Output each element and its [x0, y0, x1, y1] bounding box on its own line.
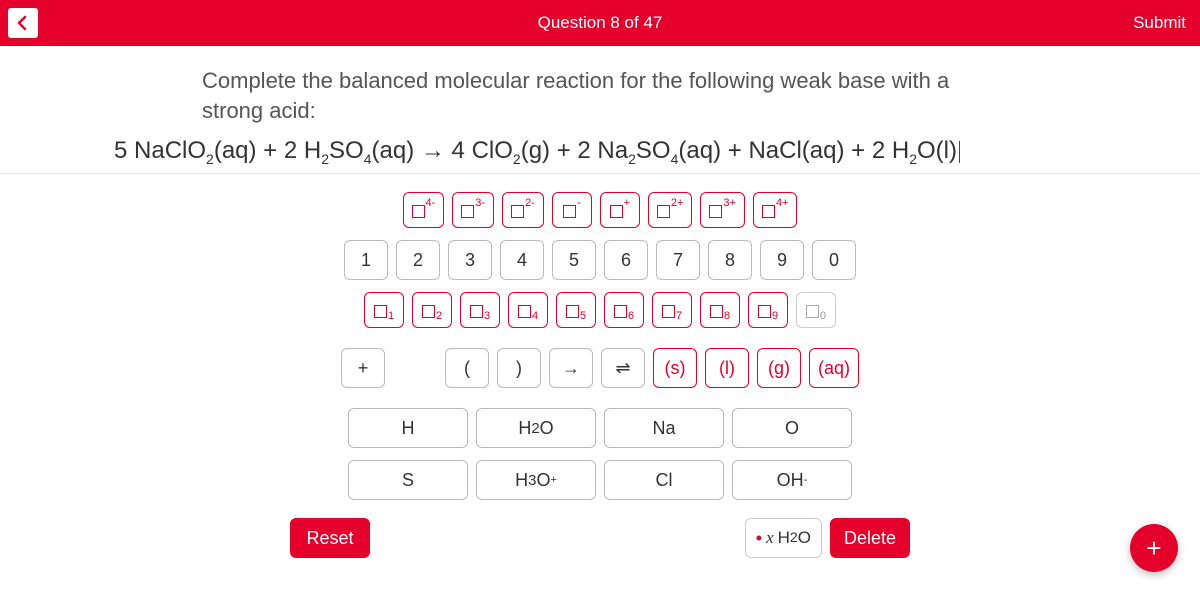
- elem-OH[interactable]: OH-: [732, 460, 852, 500]
- delete-button[interactable]: Delete: [830, 518, 910, 558]
- op-rparen[interactable]: ): [497, 348, 541, 388]
- row-digits: 1 2 3 4 5 6 7 8 9 0: [344, 240, 856, 280]
- row-subscripts: 1 2 3 4 5 6 7 8 9 0: [364, 292, 836, 328]
- sub-7[interactable]: 7: [652, 292, 692, 328]
- state-l[interactable]: (l): [705, 348, 749, 388]
- sub-3[interactable]: 3: [460, 292, 500, 328]
- state-g[interactable]: (g): [757, 348, 801, 388]
- row-elements-2: S H3O+ Cl OH-: [348, 460, 852, 500]
- elem-O[interactable]: O: [732, 408, 852, 448]
- reset-button[interactable]: Reset: [290, 518, 370, 558]
- sub-4[interactable]: 4: [508, 292, 548, 328]
- elem-S[interactable]: S: [348, 460, 468, 500]
- op-arrow[interactable]: →: [549, 348, 593, 388]
- status-display: • x H2O: [745, 518, 822, 558]
- chevron-left-icon: [15, 15, 31, 31]
- fab-add-button[interactable]: +: [1130, 524, 1178, 572]
- op-equilibrium[interactable]: ⇌: [601, 348, 645, 388]
- digit-5[interactable]: 5: [552, 240, 596, 280]
- elem-Na[interactable]: Na: [604, 408, 724, 448]
- charge-4plus[interactable]: 4+: [753, 192, 798, 228]
- digit-6[interactable]: 6: [604, 240, 648, 280]
- charge-3plus[interactable]: 3+: [700, 192, 745, 228]
- digit-0[interactable]: 0: [812, 240, 856, 280]
- charge-4minus[interactable]: 4-: [403, 192, 445, 228]
- elem-H2O[interactable]: H2O: [476, 408, 596, 448]
- charge-2minus[interactable]: 2-: [502, 192, 544, 228]
- elem-H[interactable]: H: [348, 408, 468, 448]
- text-cursor: [959, 141, 960, 163]
- sub-6[interactable]: 6: [604, 292, 644, 328]
- digit-4[interactable]: 4: [500, 240, 544, 280]
- keypad: 4- 3- 2- - + 2+ 3+ 4+ 1 2 3 4 5 6 7 8 9 …: [34, 192, 1166, 558]
- row-elements-1: H H2O Na O: [348, 408, 852, 448]
- row-operators: + ( ) → ⇌ (s) (l) (g) (aq): [341, 348, 859, 388]
- sub-0[interactable]: 0: [796, 292, 836, 328]
- state-s[interactable]: (s): [653, 348, 697, 388]
- state-aq[interactable]: (aq): [809, 348, 859, 388]
- sub-5[interactable]: 5: [556, 292, 596, 328]
- sub-2[interactable]: 2: [412, 292, 452, 328]
- digit-1[interactable]: 1: [344, 240, 388, 280]
- charge-2plus[interactable]: 2+: [648, 192, 693, 228]
- equation-input[interactable]: 5 NaClO2(aq) + 2 H2SO4(aq) → 4 ClO2(g) +…: [114, 137, 1166, 167]
- question-prompt: Complete the balanced molecular reaction…: [202, 66, 982, 125]
- charge-3minus[interactable]: 3-: [452, 192, 494, 228]
- charge-plus[interactable]: +: [600, 192, 640, 228]
- question-counter: Question 8 of 47: [12, 13, 1188, 33]
- digit-9[interactable]: 9: [760, 240, 804, 280]
- row-charges: 4- 3- 2- - + 2+ 3+ 4+: [403, 192, 798, 228]
- op-plus[interactable]: +: [341, 348, 385, 388]
- back-button[interactable]: [8, 8, 38, 38]
- digit-7[interactable]: 7: [656, 240, 700, 280]
- op-lparen[interactable]: (: [445, 348, 489, 388]
- divider: [0, 173, 1200, 174]
- digit-8[interactable]: 8: [708, 240, 752, 280]
- elem-H3O[interactable]: H3O+: [476, 460, 596, 500]
- digit-2[interactable]: 2: [396, 240, 440, 280]
- sub-8[interactable]: 8: [700, 292, 740, 328]
- header-bar: Question 8 of 47 Submit: [0, 0, 1200, 46]
- submit-button[interactable]: Submit: [1133, 13, 1186, 33]
- digit-3[interactable]: 3: [448, 240, 492, 280]
- sub-1[interactable]: 1: [364, 292, 404, 328]
- elem-Cl[interactable]: Cl: [604, 460, 724, 500]
- charge-minus[interactable]: -: [552, 192, 592, 228]
- row-actions: Reset • x H2O Delete: [290, 518, 910, 558]
- sub-9[interactable]: 9: [748, 292, 788, 328]
